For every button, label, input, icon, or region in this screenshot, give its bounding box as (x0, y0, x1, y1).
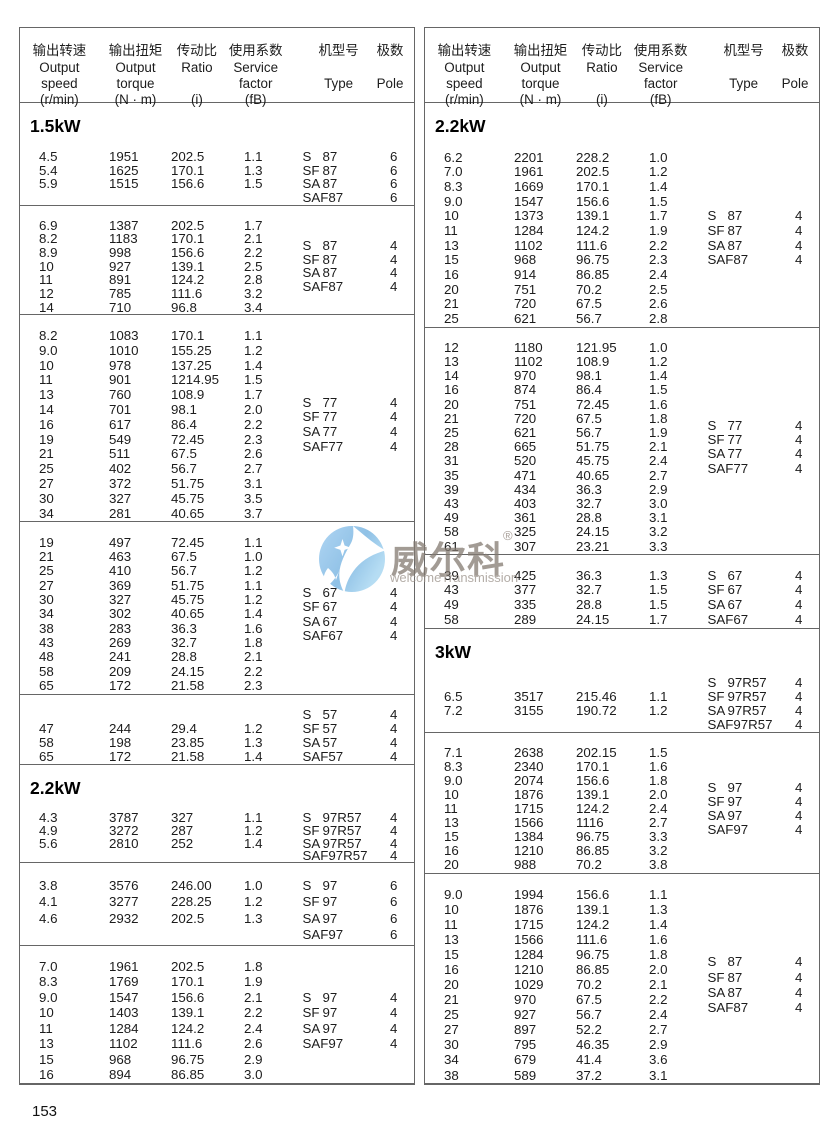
svg-text:welcomeTransmission: welcomeTransmission (389, 570, 518, 585)
svg-text:®: ® (503, 528, 513, 543)
